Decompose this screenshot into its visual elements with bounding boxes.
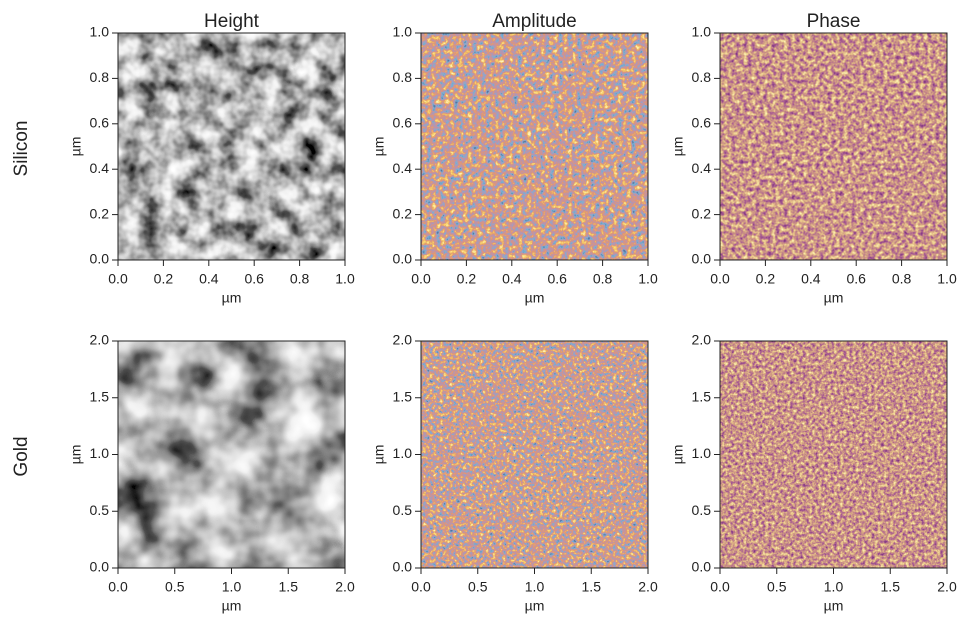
y-tick-label: 0.6 xyxy=(393,115,413,131)
x-tick-label: 2.0 xyxy=(335,579,355,595)
x-axis-label: µm xyxy=(222,290,242,306)
y-tick-label: 0.5 xyxy=(90,502,110,518)
x-tick-label: 0.4 xyxy=(801,271,821,287)
x-tick-label: 2.0 xyxy=(638,579,658,595)
x-tick-label: 0.4 xyxy=(199,271,219,287)
plot-frame xyxy=(420,32,649,261)
plot-frame xyxy=(719,32,948,261)
x-tick-label: 0.8 xyxy=(290,271,310,287)
x-tick-label: 0.4 xyxy=(502,271,522,287)
x-tick-label: 2.0 xyxy=(937,579,957,595)
y-tick-label: 1.0 xyxy=(692,445,712,461)
y-tick-label: 1.0 xyxy=(90,445,110,461)
x-tick-label: 1.0 xyxy=(638,271,658,287)
x-axis-label: µm xyxy=(824,290,844,306)
y-tick-label: 1.5 xyxy=(692,388,712,404)
y-axis-label: µm xyxy=(371,445,387,465)
column-title: Phase xyxy=(807,11,861,32)
column-title: Amplitude xyxy=(492,11,577,32)
x-tick-label: 0.2 xyxy=(457,271,477,287)
x-axis-label: µm xyxy=(222,598,242,614)
y-tick-label: 0.0 xyxy=(90,251,110,267)
x-tick-label: 0.0 xyxy=(411,579,431,595)
row-label: Gold xyxy=(11,436,32,476)
x-tick-label: 1.0 xyxy=(222,579,242,595)
x-tick-label: 0.2 xyxy=(154,271,174,287)
y-tick-label: 1.0 xyxy=(90,24,110,40)
y-tick-label: 0.2 xyxy=(393,205,413,221)
y-tick-label: 0.0 xyxy=(90,559,110,575)
y-axis-label: µm xyxy=(68,137,84,157)
y-tick-label: 0.0 xyxy=(692,251,712,267)
x-tick-label: 0.5 xyxy=(165,579,185,595)
x-tick-label: 0.0 xyxy=(108,271,128,287)
y-tick-label: 0.5 xyxy=(692,502,712,518)
x-tick-label: 0.6 xyxy=(547,271,567,287)
image-panel: 0.0 0.5 1.0 1.5 2.0 0.0 0.5 1.0 1.5 2.0 µm µm xyxy=(68,332,355,614)
x-axis-label: µm xyxy=(525,290,545,306)
y-tick-label: 0.5 xyxy=(393,502,413,518)
y-tick-label: 0.2 xyxy=(90,205,110,221)
image-panel: 0.0 0.5 1.0 1.5 2.0 0.0 0.5 1.0 1.5 2.0 µm µm xyxy=(670,332,957,614)
x-tick-label: 1.0 xyxy=(824,579,844,595)
y-tick-label: 1.5 xyxy=(393,388,413,404)
y-axis-label: µm xyxy=(670,445,686,465)
x-tick-label: 0.0 xyxy=(108,579,128,595)
y-axis-label: µm xyxy=(371,137,387,157)
image-panel: 0.0 0.5 1.0 1.5 2.0 0.0 0.5 1.0 1.5 2.0 µm µm xyxy=(371,332,658,614)
image-panel: 0.0 0.2 0.4 0.6 0.8 1.0 0.0 0.2 0.4 0.6 0.8 1.0 µm µm xyxy=(670,24,957,306)
y-tick-label: 1.0 xyxy=(393,445,413,461)
column-title: Height xyxy=(204,11,260,32)
x-tick-label: 1.5 xyxy=(881,579,901,595)
y-tick-label: 0.4 xyxy=(393,160,413,176)
x-tick-label: 0.8 xyxy=(593,271,613,287)
image xyxy=(118,33,345,260)
x-tick-label: 0.5 xyxy=(468,579,488,595)
plot-frame xyxy=(117,32,346,261)
image xyxy=(421,33,648,260)
y-tick-label: 0.4 xyxy=(90,160,110,176)
x-tick-label: 0.5 xyxy=(767,579,787,595)
image xyxy=(118,341,345,568)
x-tick-label: 1.5 xyxy=(279,579,299,595)
y-axis-label: µm xyxy=(670,137,686,157)
x-tick-label: 0.6 xyxy=(846,271,866,287)
image-panel: 0.0 0.2 0.4 0.6 0.8 1.0 0.0 0.2 0.4 0.6 0.8 1.0 µm µm xyxy=(68,24,355,306)
image-panel: 0.0 0.2 0.4 0.6 0.8 1.0 0.0 0.2 0.4 0.6 0.8 1.0 µm µm xyxy=(371,24,658,306)
y-tick-label: 0.0 xyxy=(393,251,413,267)
y-tick-label: 2.0 xyxy=(90,332,110,348)
y-tick-label: 0.0 xyxy=(692,559,712,575)
x-tick-label: 0.0 xyxy=(411,271,431,287)
y-tick-label: 0.6 xyxy=(692,115,712,131)
y-tick-label: 1.0 xyxy=(393,24,413,40)
y-tick-label: 0.4 xyxy=(692,160,712,176)
x-tick-label: 0.0 xyxy=(710,579,730,595)
image xyxy=(421,341,648,568)
y-tick-label: 0.8 xyxy=(90,69,110,85)
row-label: Silicon xyxy=(11,121,32,177)
y-tick-label: 1.0 xyxy=(692,24,712,40)
x-axis-label: µm xyxy=(525,598,545,614)
y-tick-label: 2.0 xyxy=(692,332,712,348)
y-tick-label: 1.5 xyxy=(90,388,110,404)
x-tick-label: 0.6 xyxy=(244,271,264,287)
x-tick-label: 0.2 xyxy=(756,271,776,287)
x-tick-label: 1.0 xyxy=(335,271,355,287)
y-tick-label: 2.0 xyxy=(393,332,413,348)
x-tick-label: 0.8 xyxy=(892,271,912,287)
y-tick-label: 0.8 xyxy=(692,69,712,85)
x-tick-label: 0.0 xyxy=(710,271,730,287)
y-axis-label: µm xyxy=(68,445,84,465)
x-tick-label: 1.0 xyxy=(525,579,545,595)
y-tick-label: 0.6 xyxy=(90,115,110,131)
x-axis-label: µm xyxy=(824,598,844,614)
x-tick-label: 1.5 xyxy=(582,579,602,595)
y-tick-label: 0.0 xyxy=(393,559,413,575)
y-tick-label: 0.2 xyxy=(692,205,712,221)
image xyxy=(720,341,947,568)
x-tick-label: 1.0 xyxy=(937,271,957,287)
y-tick-label: 0.8 xyxy=(393,69,413,85)
image xyxy=(720,33,947,260)
